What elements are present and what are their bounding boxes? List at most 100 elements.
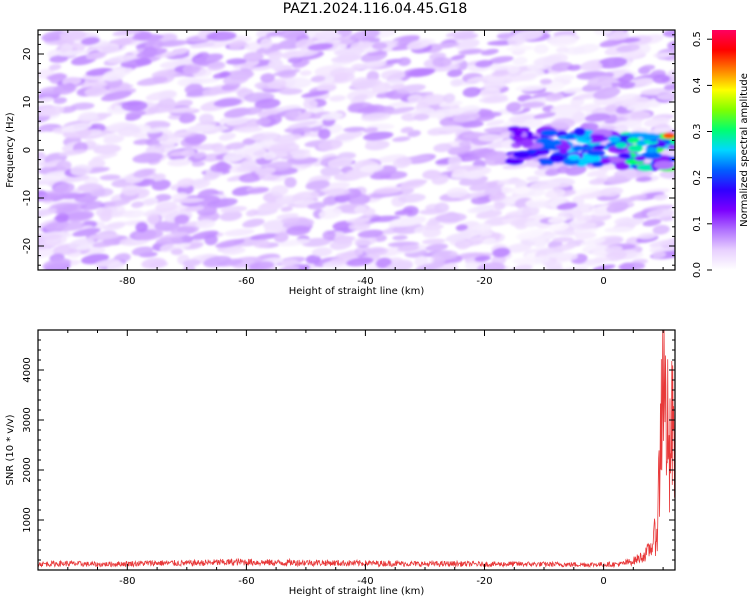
spectrogram-cell bbox=[484, 154, 506, 166]
spectrogram-cell bbox=[359, 164, 384, 173]
spectrogram-cell bbox=[477, 134, 504, 142]
spectrogram-cell bbox=[353, 94, 368, 101]
spectrogram-cell bbox=[492, 247, 511, 258]
spectrogram-cell bbox=[385, 106, 415, 115]
spectrogram-cell bbox=[242, 148, 268, 160]
spectrogram-cell bbox=[479, 230, 493, 237]
spectrogram-cell bbox=[365, 138, 378, 147]
colorbar-tick-label: 0.3 bbox=[692, 124, 703, 140]
spectrogram-cell bbox=[146, 126, 169, 134]
signal-cell bbox=[592, 144, 607, 150]
spectrogram-cell bbox=[592, 256, 610, 263]
snr-ylabel: SNR (10 * v/v) bbox=[5, 414, 16, 485]
signal-cell bbox=[627, 144, 644, 153]
spectrogram-cell bbox=[557, 165, 570, 174]
spectrogram-cell bbox=[62, 76, 82, 86]
spectrogram-cell bbox=[547, 216, 567, 224]
spectrogram-cell bbox=[413, 113, 430, 121]
spectrogram-cell bbox=[146, 213, 161, 225]
spectrogram-cell bbox=[586, 169, 608, 177]
spectrogram-cell bbox=[190, 78, 220, 84]
spectrogram-cell bbox=[253, 239, 270, 249]
spectrogram-cell bbox=[485, 119, 505, 127]
spectrogram-cell bbox=[572, 187, 600, 196]
snr-xtick-label: 0 bbox=[600, 576, 606, 587]
spectrogram-cell bbox=[464, 238, 484, 247]
spectrogram-cell bbox=[43, 159, 64, 168]
spectrogram-cell bbox=[512, 56, 528, 66]
spectrogram-cell bbox=[462, 87, 481, 98]
spectrogram-xtick-label: -20 bbox=[476, 276, 492, 287]
spectrogram-cell bbox=[145, 137, 161, 147]
spectrogram-cell bbox=[436, 125, 464, 132]
spectrogram-cell bbox=[311, 247, 333, 257]
spectrogram-cell bbox=[590, 61, 603, 72]
spectrogram-cell bbox=[465, 261, 479, 270]
spectrogram-cell bbox=[173, 47, 188, 55]
spectrogram-cell bbox=[198, 113, 215, 125]
spectrogram-cell bbox=[442, 93, 456, 103]
spectrogram-cell bbox=[628, 120, 643, 130]
spectrogram-cell bbox=[506, 243, 532, 253]
spectrogram-cell bbox=[483, 94, 508, 104]
spectrogram-cell bbox=[433, 143, 453, 153]
spectrogram-cell bbox=[649, 239, 675, 247]
spectrogram-xtick-label: -60 bbox=[238, 276, 254, 287]
spectrogram-cell bbox=[425, 243, 449, 252]
spectrogram-cell bbox=[394, 209, 414, 216]
spectrogram-cell bbox=[189, 42, 216, 49]
spectrogram-cell bbox=[59, 50, 86, 57]
spectrogram-cell bbox=[488, 56, 514, 64]
spectrogram-cell bbox=[397, 57, 411, 67]
spectrogram-cell bbox=[544, 188, 566, 199]
snr-ytick-label: 1000 bbox=[22, 507, 33, 532]
spectrogram-cell bbox=[59, 30, 87, 41]
spectrogram-cell bbox=[72, 227, 101, 237]
spectrogram-cell bbox=[466, 76, 490, 83]
spectrogram-cell bbox=[642, 218, 662, 227]
spectrogram-cell bbox=[84, 86, 108, 97]
spectrogram-cell bbox=[329, 95, 346, 102]
spectrogram-cell bbox=[121, 184, 141, 196]
spectrogram-cell bbox=[278, 88, 303, 95]
spectrogram-xtick-label: -80 bbox=[119, 276, 135, 287]
spectrogram-cell bbox=[337, 152, 357, 160]
spectrogram-cell bbox=[328, 72, 355, 84]
spectrogram-panel: -80 -60 -40 -20 0 Height of straight line (km… bbox=[5, 29, 676, 297]
spectrogram-cell bbox=[255, 167, 276, 176]
spectrogram-cell bbox=[254, 98, 281, 110]
spectrogram-cell bbox=[268, 58, 284, 70]
spectrogram-cell bbox=[273, 232, 289, 243]
spectrogram-cell bbox=[488, 192, 507, 202]
spectrogram-cell bbox=[225, 58, 247, 65]
spectrogram-cell bbox=[659, 169, 675, 179]
spectrogram-cell bbox=[240, 159, 257, 170]
spectrogram-cell bbox=[398, 193, 426, 203]
spectrogram-cell bbox=[179, 206, 205, 213]
spectrogram-cell bbox=[299, 70, 312, 76]
spectrogram-cell bbox=[529, 180, 561, 191]
spectrogram-cell bbox=[250, 131, 279, 142]
spectrogram-cell bbox=[371, 42, 388, 50]
snr-xtick-label: -40 bbox=[357, 576, 373, 587]
spectrogram-cell bbox=[545, 81, 565, 92]
spectrogram-cell bbox=[41, 170, 71, 182]
spectrogram-cell bbox=[206, 31, 237, 42]
spectrogram-cell bbox=[334, 131, 364, 141]
signal-peak bbox=[663, 132, 675, 139]
spectrogram-cell bbox=[667, 69, 675, 80]
spectrogram-cell bbox=[486, 140, 513, 149]
spectrogram-cell bbox=[212, 72, 231, 79]
spectrogram-cell bbox=[132, 152, 164, 164]
spectrogram-cell bbox=[652, 224, 670, 235]
spectrogram-cell bbox=[450, 54, 466, 61]
spectrogram-cell bbox=[415, 262, 445, 270]
signal-cell bbox=[540, 129, 559, 137]
signal-cell bbox=[549, 154, 566, 163]
snr-plot-area bbox=[38, 330, 675, 569]
spectrogram-cell bbox=[272, 69, 301, 76]
spectrogram-cell bbox=[55, 221, 86, 231]
spectrogram-cell bbox=[94, 259, 121, 268]
spectrogram-cell bbox=[172, 197, 205, 204]
